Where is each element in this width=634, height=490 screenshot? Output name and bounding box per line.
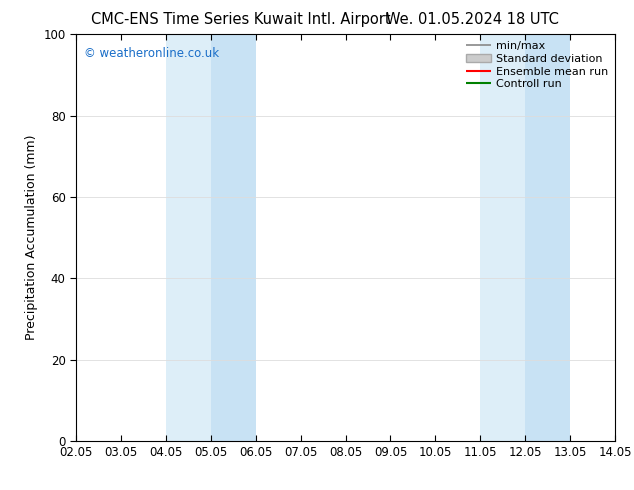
Bar	[525, 34, 570, 441]
Bar	[166, 34, 210, 441]
Text: CMC-ENS Time Series Kuwait Intl. Airport: CMC-ENS Time Series Kuwait Intl. Airport	[91, 12, 391, 27]
Bar	[480, 34, 525, 441]
Bar	[210, 34, 256, 441]
Legend: min/max, Standard deviation, Ensemble mean run, Controll run: min/max, Standard deviation, Ensemble me…	[463, 38, 612, 93]
Text: © weatheronline.co.uk: © weatheronline.co.uk	[84, 47, 219, 59]
Y-axis label: Precipitation Accumulation (mm): Precipitation Accumulation (mm)	[25, 135, 38, 341]
Text: We. 01.05.2024 18 UTC: We. 01.05.2024 18 UTC	[386, 12, 559, 27]
